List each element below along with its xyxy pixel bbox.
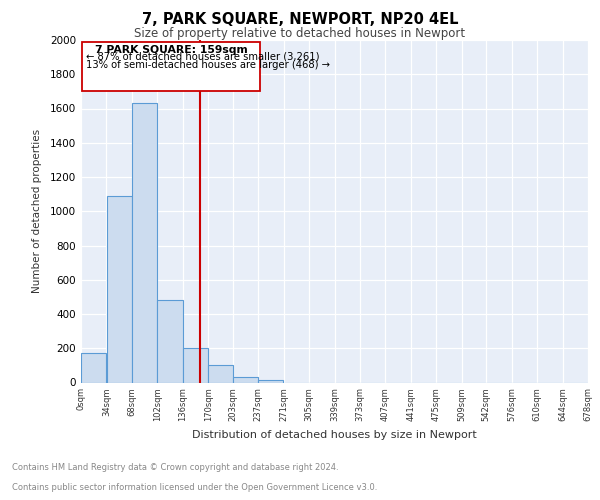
Bar [81,354,106,382]
Bar [208,366,233,382]
Text: 7, PARK SQUARE, NEWPORT, NP20 4EL: 7, PARK SQUARE, NEWPORT, NP20 4EL [142,12,458,28]
Y-axis label: Number of detached properties: Number of detached properties [32,129,41,294]
Text: ← 87% of detached houses are smaller (3,261): ← 87% of detached houses are smaller (3,… [86,52,320,62]
Text: 13% of semi-detached houses are larger (468) →: 13% of semi-detached houses are larger (… [86,60,330,70]
Bar [132,104,157,382]
FancyBboxPatch shape [82,42,260,92]
Bar [183,348,208,382]
Text: Contains public sector information licensed under the Open Government Licence v3: Contains public sector information licen… [12,484,377,492]
X-axis label: Distribution of detached houses by size in Newport: Distribution of detached houses by size … [192,430,477,440]
Bar [233,376,258,382]
Bar [107,196,131,382]
Text: Contains HM Land Registry data © Crown copyright and database right 2024.: Contains HM Land Registry data © Crown c… [12,464,338,472]
Bar [157,300,182,382]
Text: 7 PARK SQUARE: 159sqm: 7 PARK SQUARE: 159sqm [95,45,247,55]
Text: Size of property relative to detached houses in Newport: Size of property relative to detached ho… [134,28,466,40]
Bar [259,380,283,382]
